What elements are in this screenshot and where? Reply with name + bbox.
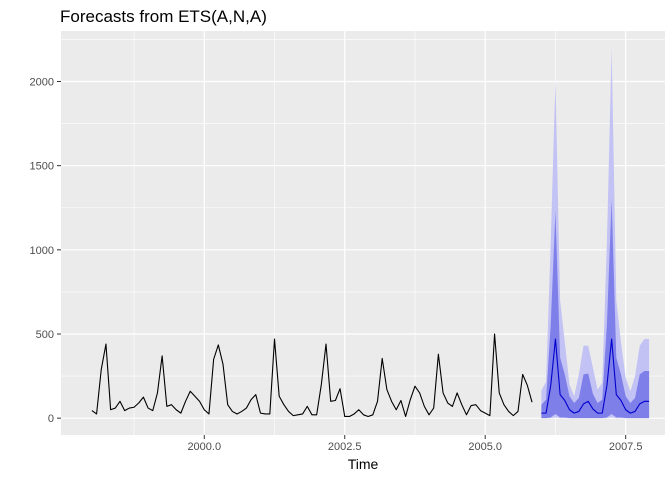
x-tick-label: 2002.5 <box>328 441 362 453</box>
band-80 <box>541 199 650 419</box>
y-tick-label: 1500 <box>30 161 54 173</box>
y-tick-label: 500 <box>36 329 54 341</box>
forecast-mean-line <box>541 338 650 414</box>
series-lines <box>91 333 650 418</box>
y-tick-label: 2000 <box>30 77 54 89</box>
x-tick-label: 2007.5 <box>609 441 643 453</box>
plot-panel <box>61 31 665 435</box>
y-tick-label: 0 <box>48 413 54 425</box>
grid-minor <box>61 31 665 435</box>
y-axis: 0 500 1000 1500 2000 <box>30 77 61 425</box>
prediction-interval-80 <box>541 199 650 419</box>
x-axis-title: Time <box>348 456 379 472</box>
x-tick-label: 2005.0 <box>468 441 502 453</box>
x-tick-label: 2000.0 <box>187 441 221 453</box>
y-tick-label: 1000 <box>30 245 54 257</box>
x-axis: 2000.0 2002.5 2005.0 2007.5 <box>187 435 642 453</box>
chart-title: Forecasts from ETS(A,N,A) <box>60 7 267 26</box>
history-line <box>91 333 533 418</box>
